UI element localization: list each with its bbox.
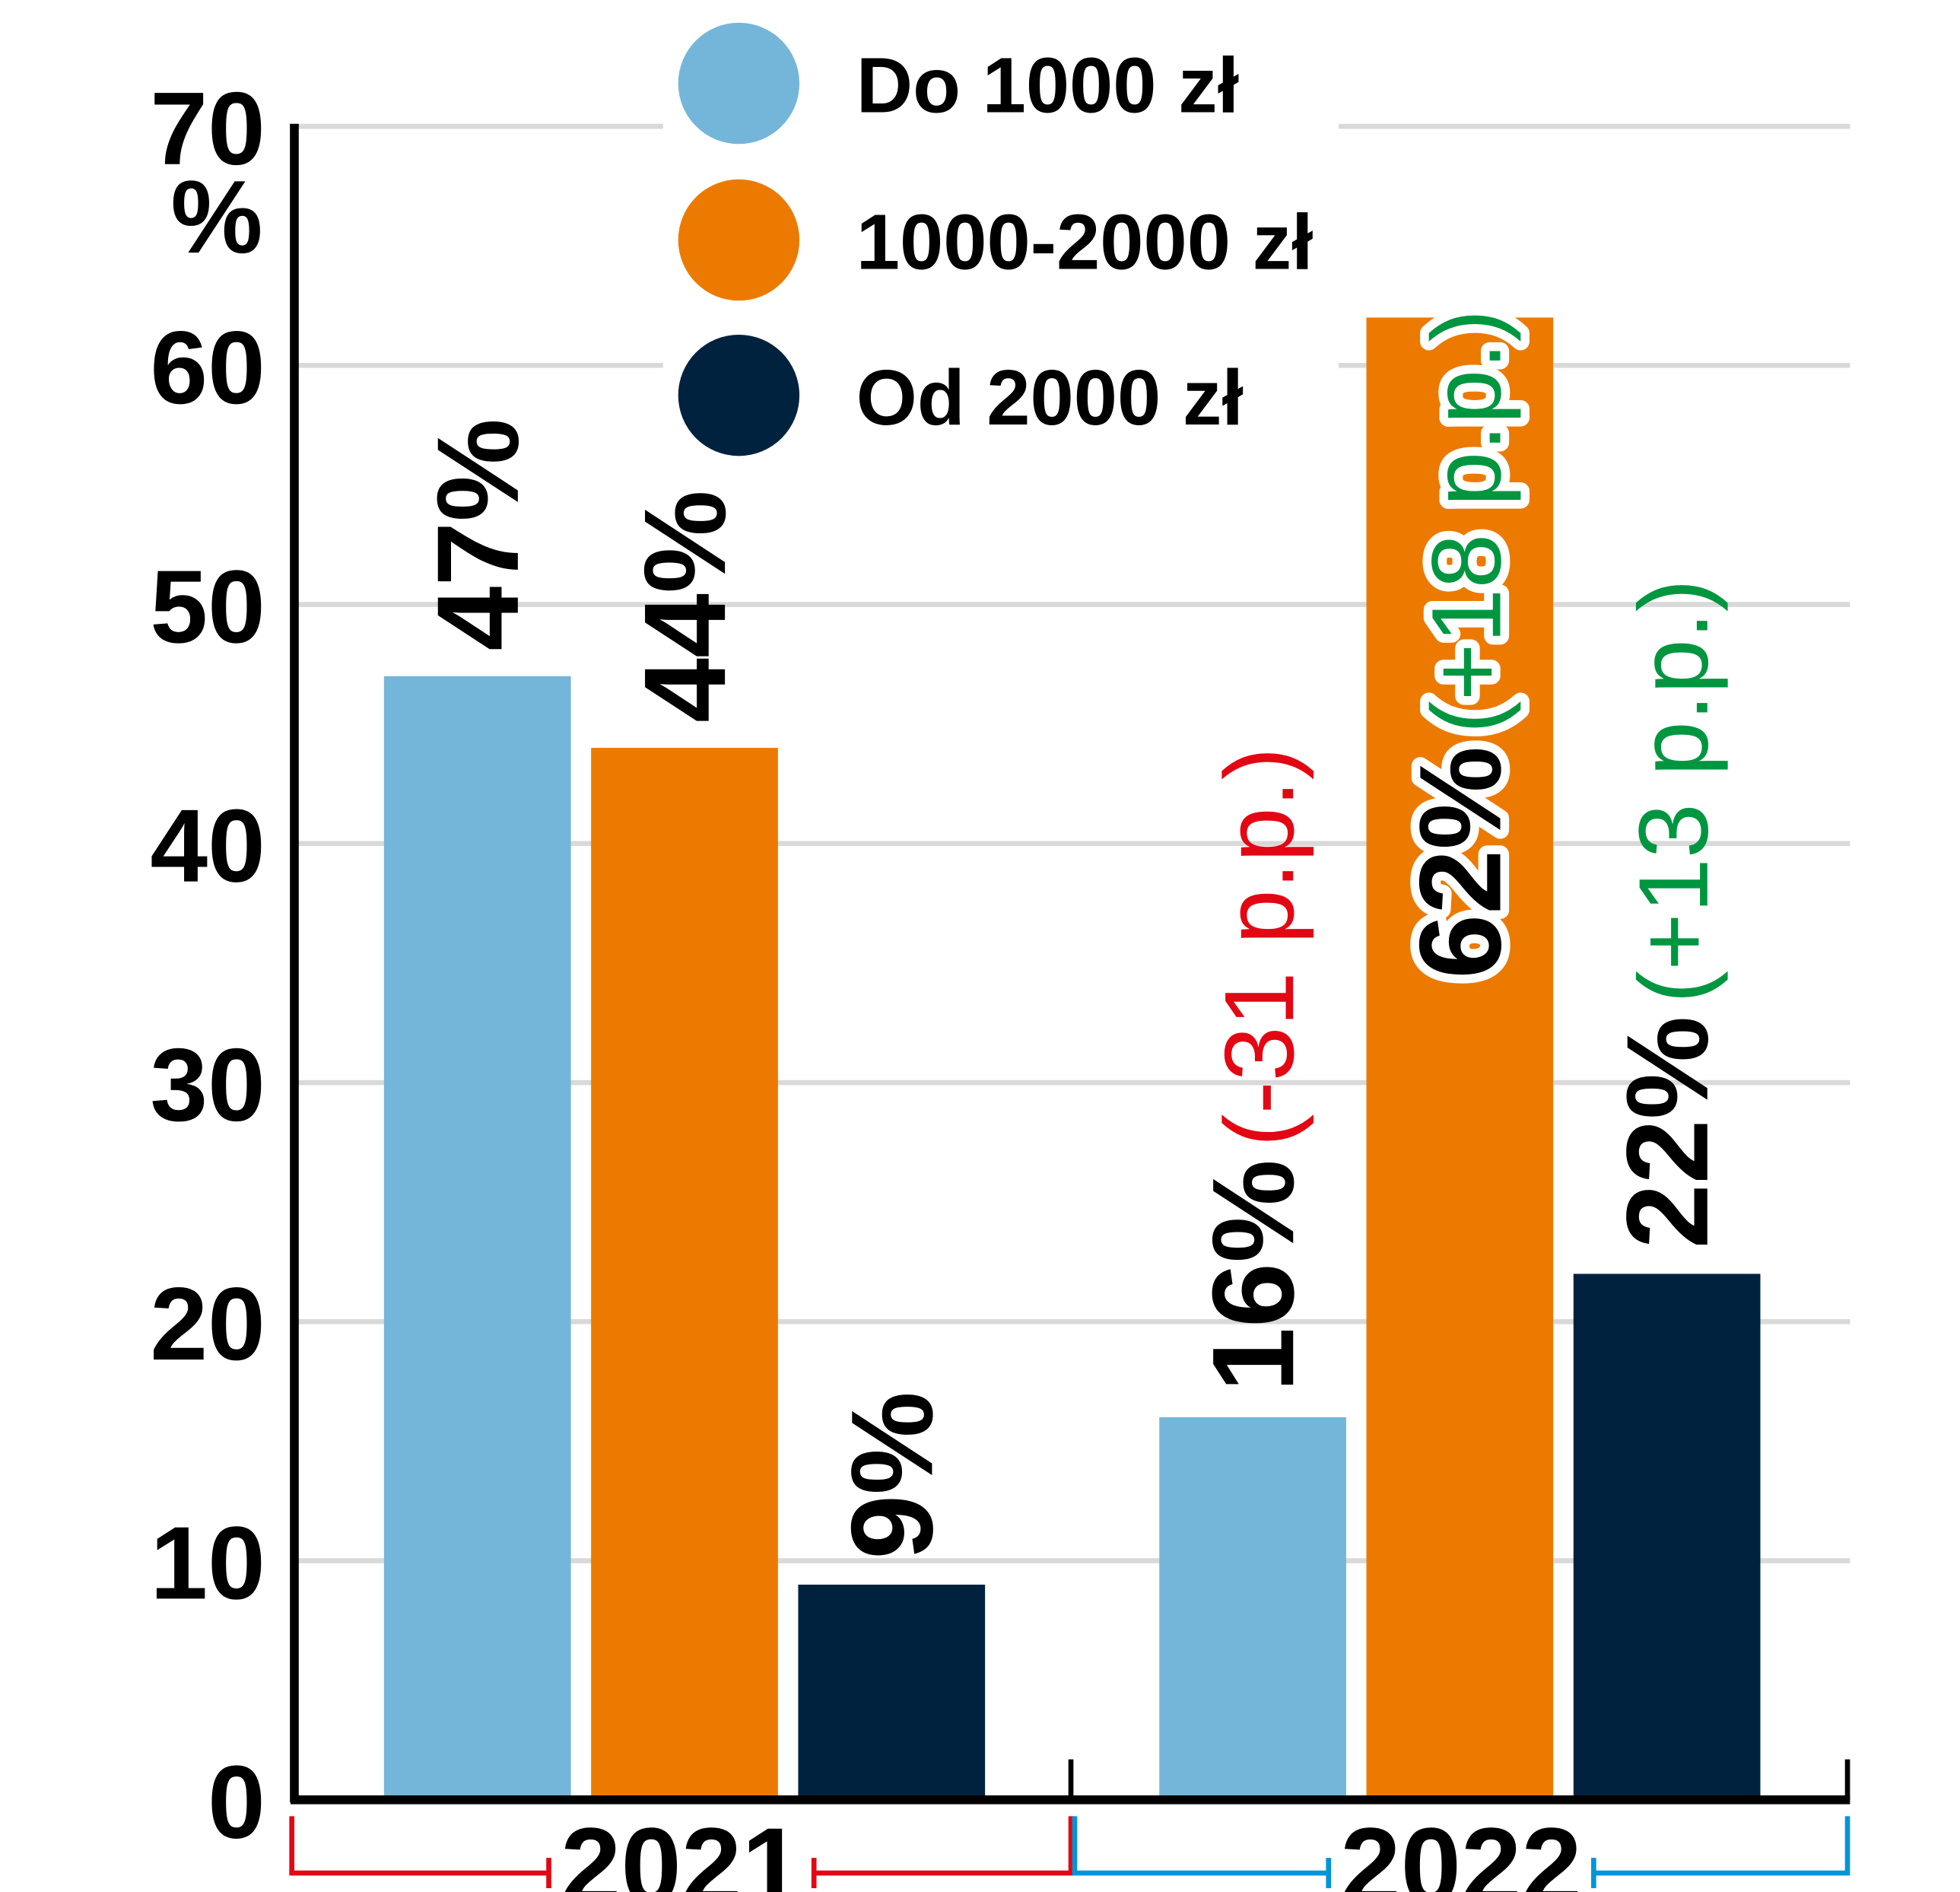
x-category-label: 2022 <box>1340 1806 1582 1892</box>
bar <box>1159 1417 1346 1800</box>
legend-swatch <box>678 22 800 145</box>
value-label: 47% <box>414 418 543 651</box>
legend-label: Od 2000 zł <box>856 354 1244 441</box>
bar <box>1573 1274 1761 1800</box>
bar <box>798 1584 986 1800</box>
y-tick-label: 30 <box>150 1027 265 1143</box>
data-label: 47% <box>414 418 543 651</box>
data-label: 62% (+18 p.p.) <box>1396 310 1526 979</box>
y-tick-label: 70 <box>150 71 265 186</box>
x-axis-categories: 2021 2022 <box>289 1806 1850 1892</box>
year-bracket <box>1072 1816 1850 1889</box>
value-label: 16% <box>1189 1159 1318 1392</box>
year-bracket <box>289 1816 1074 1889</box>
y-tick-label: 60 <box>150 310 265 425</box>
value-label: 62% <box>1396 746 1526 979</box>
legend-swatch <box>678 334 800 456</box>
y-tick-label: 40 <box>150 788 265 904</box>
value-label: 9% <box>828 1391 957 1560</box>
bars <box>383 317 1761 1800</box>
legend-label: Do 1000 zł <box>856 42 1239 129</box>
y-axis-unit: % <box>170 159 262 275</box>
data-label: 16% (-31 p.p.) <box>1189 747 1318 1392</box>
change-label: (+13 p.p.) <box>1619 579 1729 1003</box>
change-label: (-31 p.p.) <box>1205 747 1314 1146</box>
value-label: 22% <box>1603 1016 1733 1249</box>
bar <box>1366 317 1554 1800</box>
legend-label: 1000-2000 zł <box>856 199 1314 286</box>
value-label: 44% <box>621 490 750 723</box>
bar <box>383 676 571 1800</box>
axes <box>290 123 1850 1805</box>
y-tick-label: 10 <box>150 1505 265 1620</box>
x-category-label: 2021 <box>561 1806 802 1892</box>
bar-labels: 47% 44% 9% 16% (-31 p.p.) 62% (+18 p.p.) 22% (+1… <box>414 300 1733 1560</box>
data-label: 9% <box>828 1391 957 1560</box>
legend-swatch <box>678 179 800 301</box>
y-tick-label: 0 <box>208 1744 265 1860</box>
y-axis-ticks: 0 10 20 30 40 50 60 70% <box>150 71 265 1860</box>
data-label: 44% <box>621 490 750 723</box>
data-label: 22% (+13 p.p.) <box>1603 579 1733 1248</box>
y-tick-label: 20 <box>150 1266 265 1382</box>
bar <box>591 748 778 1800</box>
y-tick-label: 50 <box>150 549 265 664</box>
legend: Do 1000 zł 1000-2000 zł Od 2000 zł <box>662 7 1339 472</box>
change-label: (+18 p.p.) <box>1412 310 1522 734</box>
